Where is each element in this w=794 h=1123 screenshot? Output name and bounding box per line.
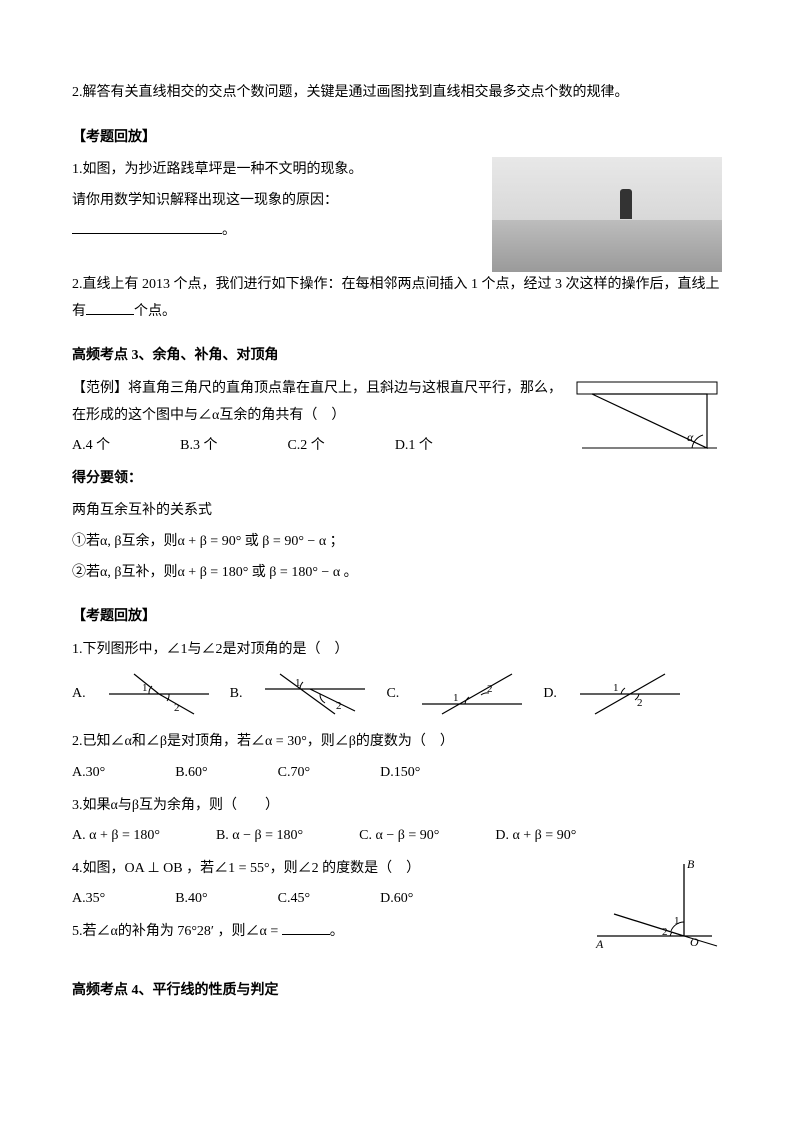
t3-q2-options: A.30° B.60° C.70° D.150° (72, 760, 722, 787)
label-b: B. (230, 681, 243, 708)
topic3-heading: 高频考点 3、余角、补角、对顶角 (72, 343, 722, 370)
q3-opt-b[interactable]: B. α − β = 180° (216, 823, 303, 850)
vertical-angle-options: A. 1 2 B. 1 2 C. 1 2 D. 1 2 (72, 669, 722, 719)
opt-c[interactable]: C.2 个 (287, 433, 324, 460)
q5-stem: 5.若∠α的补角为 76°28′ ，则∠α = (72, 924, 282, 939)
q2-opt-c[interactable]: C.70° (278, 760, 310, 787)
svg-text:2: 2 (174, 702, 180, 714)
review-heading-2: 【考题回放】 (72, 604, 722, 631)
relation-2: ②若α, β互补，则α + β = 180° 或 β = 180° − α 。 (72, 560, 722, 587)
opt-d[interactable]: D.1 个 (395, 433, 433, 460)
score-heading: 得分要领： (72, 466, 572, 493)
review-heading-1: 【考题回放】 (72, 125, 722, 152)
t3-q4: 4.如图，OA ⊥ OB ，若∠1 = 55°，则∠2 的度数是（ ） (72, 856, 592, 883)
q3-opt-c[interactable]: C. α − β = 90° (359, 823, 439, 850)
opt-a[interactable]: A.4 个 (72, 433, 110, 460)
perpendicular-diagram: B A O 1 2 (592, 856, 722, 956)
diagram-c[interactable]: 1 2 (417, 669, 527, 719)
q2-text: 2.直线上有 2013 个点，我们进行如下操作：在每相邻两点间插入 1 个点，经… (72, 272, 722, 325)
q1-line2: 请你用数学知识解释出现这一现象的原因： (72, 188, 480, 215)
svg-text:1: 1 (674, 915, 680, 927)
q1-line1: 1.如图，为抄近路践草坪是一种不文明的现象。 (72, 157, 480, 184)
q2-opt-a[interactable]: A.30° (72, 760, 105, 787)
q4-opt-c[interactable]: C.45° (278, 886, 310, 913)
label-d: D. (543, 681, 557, 708)
svg-text:α: α (687, 430, 694, 444)
label-a: A. (72, 681, 86, 708)
q4-opt-b[interactable]: B.40° (175, 886, 207, 913)
svg-text:1: 1 (453, 692, 459, 704)
svg-text:B: B (687, 857, 695, 871)
blank-answer-2[interactable] (86, 301, 134, 315)
t3-q4-options: A.35° B.40° C.45° D.60° (72, 886, 592, 913)
t3-q3-options: A. α + β = 180° B. α − β = 180° C. α − β… (72, 823, 722, 850)
svg-text:2: 2 (336, 700, 342, 712)
q3-opt-d[interactable]: D. α + β = 90° (495, 823, 576, 850)
intro-text: 2.解答有关直线相交的交点个数问题，关键是通过画图找到直线相交最多交点个数的规律… (72, 80, 722, 107)
diagram-b[interactable]: 1 2 (260, 669, 370, 719)
label-c: C. (386, 681, 399, 708)
q1-period: 。 (222, 223, 236, 238)
svg-text:2: 2 (662, 926, 668, 938)
q4-opt-a[interactable]: A.35° (72, 886, 105, 913)
diagram-d[interactable]: 1 2 (575, 669, 685, 719)
svg-text:1: 1 (142, 682, 148, 694)
t3-q2: 2.已知∠α和∠β是对顶角，若∠α = 30°，则∠β的度数为（ ） (72, 729, 722, 756)
example-text: 【范例】将直角三角尺的直角顶点靠在直尺上，且斜边与这根直尺平行，那么，在形成的这… (72, 376, 572, 429)
svg-text:2: 2 (637, 697, 643, 709)
svg-text:A: A (595, 937, 604, 951)
q3-opt-a[interactable]: A. α + β = 180° (72, 823, 160, 850)
q1-blank-line: 。 (72, 218, 480, 245)
svg-text:1: 1 (613, 682, 619, 694)
blank-answer-1[interactable] (72, 220, 222, 234)
q4-opt-d[interactable]: D.60° (380, 886, 413, 913)
relation-intro: 两角互余互补的关系式 (72, 498, 722, 525)
svg-text:O: O (690, 935, 699, 949)
example-options: A.4 个 B.3 个 C.2 个 D.1 个 (72, 433, 572, 460)
q5-period: 。 (330, 924, 344, 939)
t3-q5: 5.若∠α的补角为 76°28′ ，则∠α = 。 (72, 919, 592, 946)
q2-opt-b[interactable]: B.60° (175, 760, 207, 787)
q2-opt-d[interactable]: D.150° (380, 760, 420, 787)
diagram-a[interactable]: 1 2 (104, 669, 214, 719)
opt-b[interactable]: B.3 个 (180, 433, 217, 460)
ruler-triangle-diagram: α (572, 376, 722, 456)
topic4-heading: 高频考点 4、平行线的性质与判定 (72, 978, 722, 1005)
lawn-photo (492, 157, 722, 272)
relation-1: ①若α, β互余，则α + β = 90° 或 β = 90° − α ； (72, 529, 722, 556)
blank-answer-q5[interactable] (282, 921, 330, 935)
t3-q1: 1.下列图形中，∠1与∠2是对顶角的是（ ） (72, 637, 722, 664)
q2-end: 个点。 (134, 304, 176, 319)
t3-q3: 3.如果α与β互为余角，则（ ） (72, 793, 722, 820)
